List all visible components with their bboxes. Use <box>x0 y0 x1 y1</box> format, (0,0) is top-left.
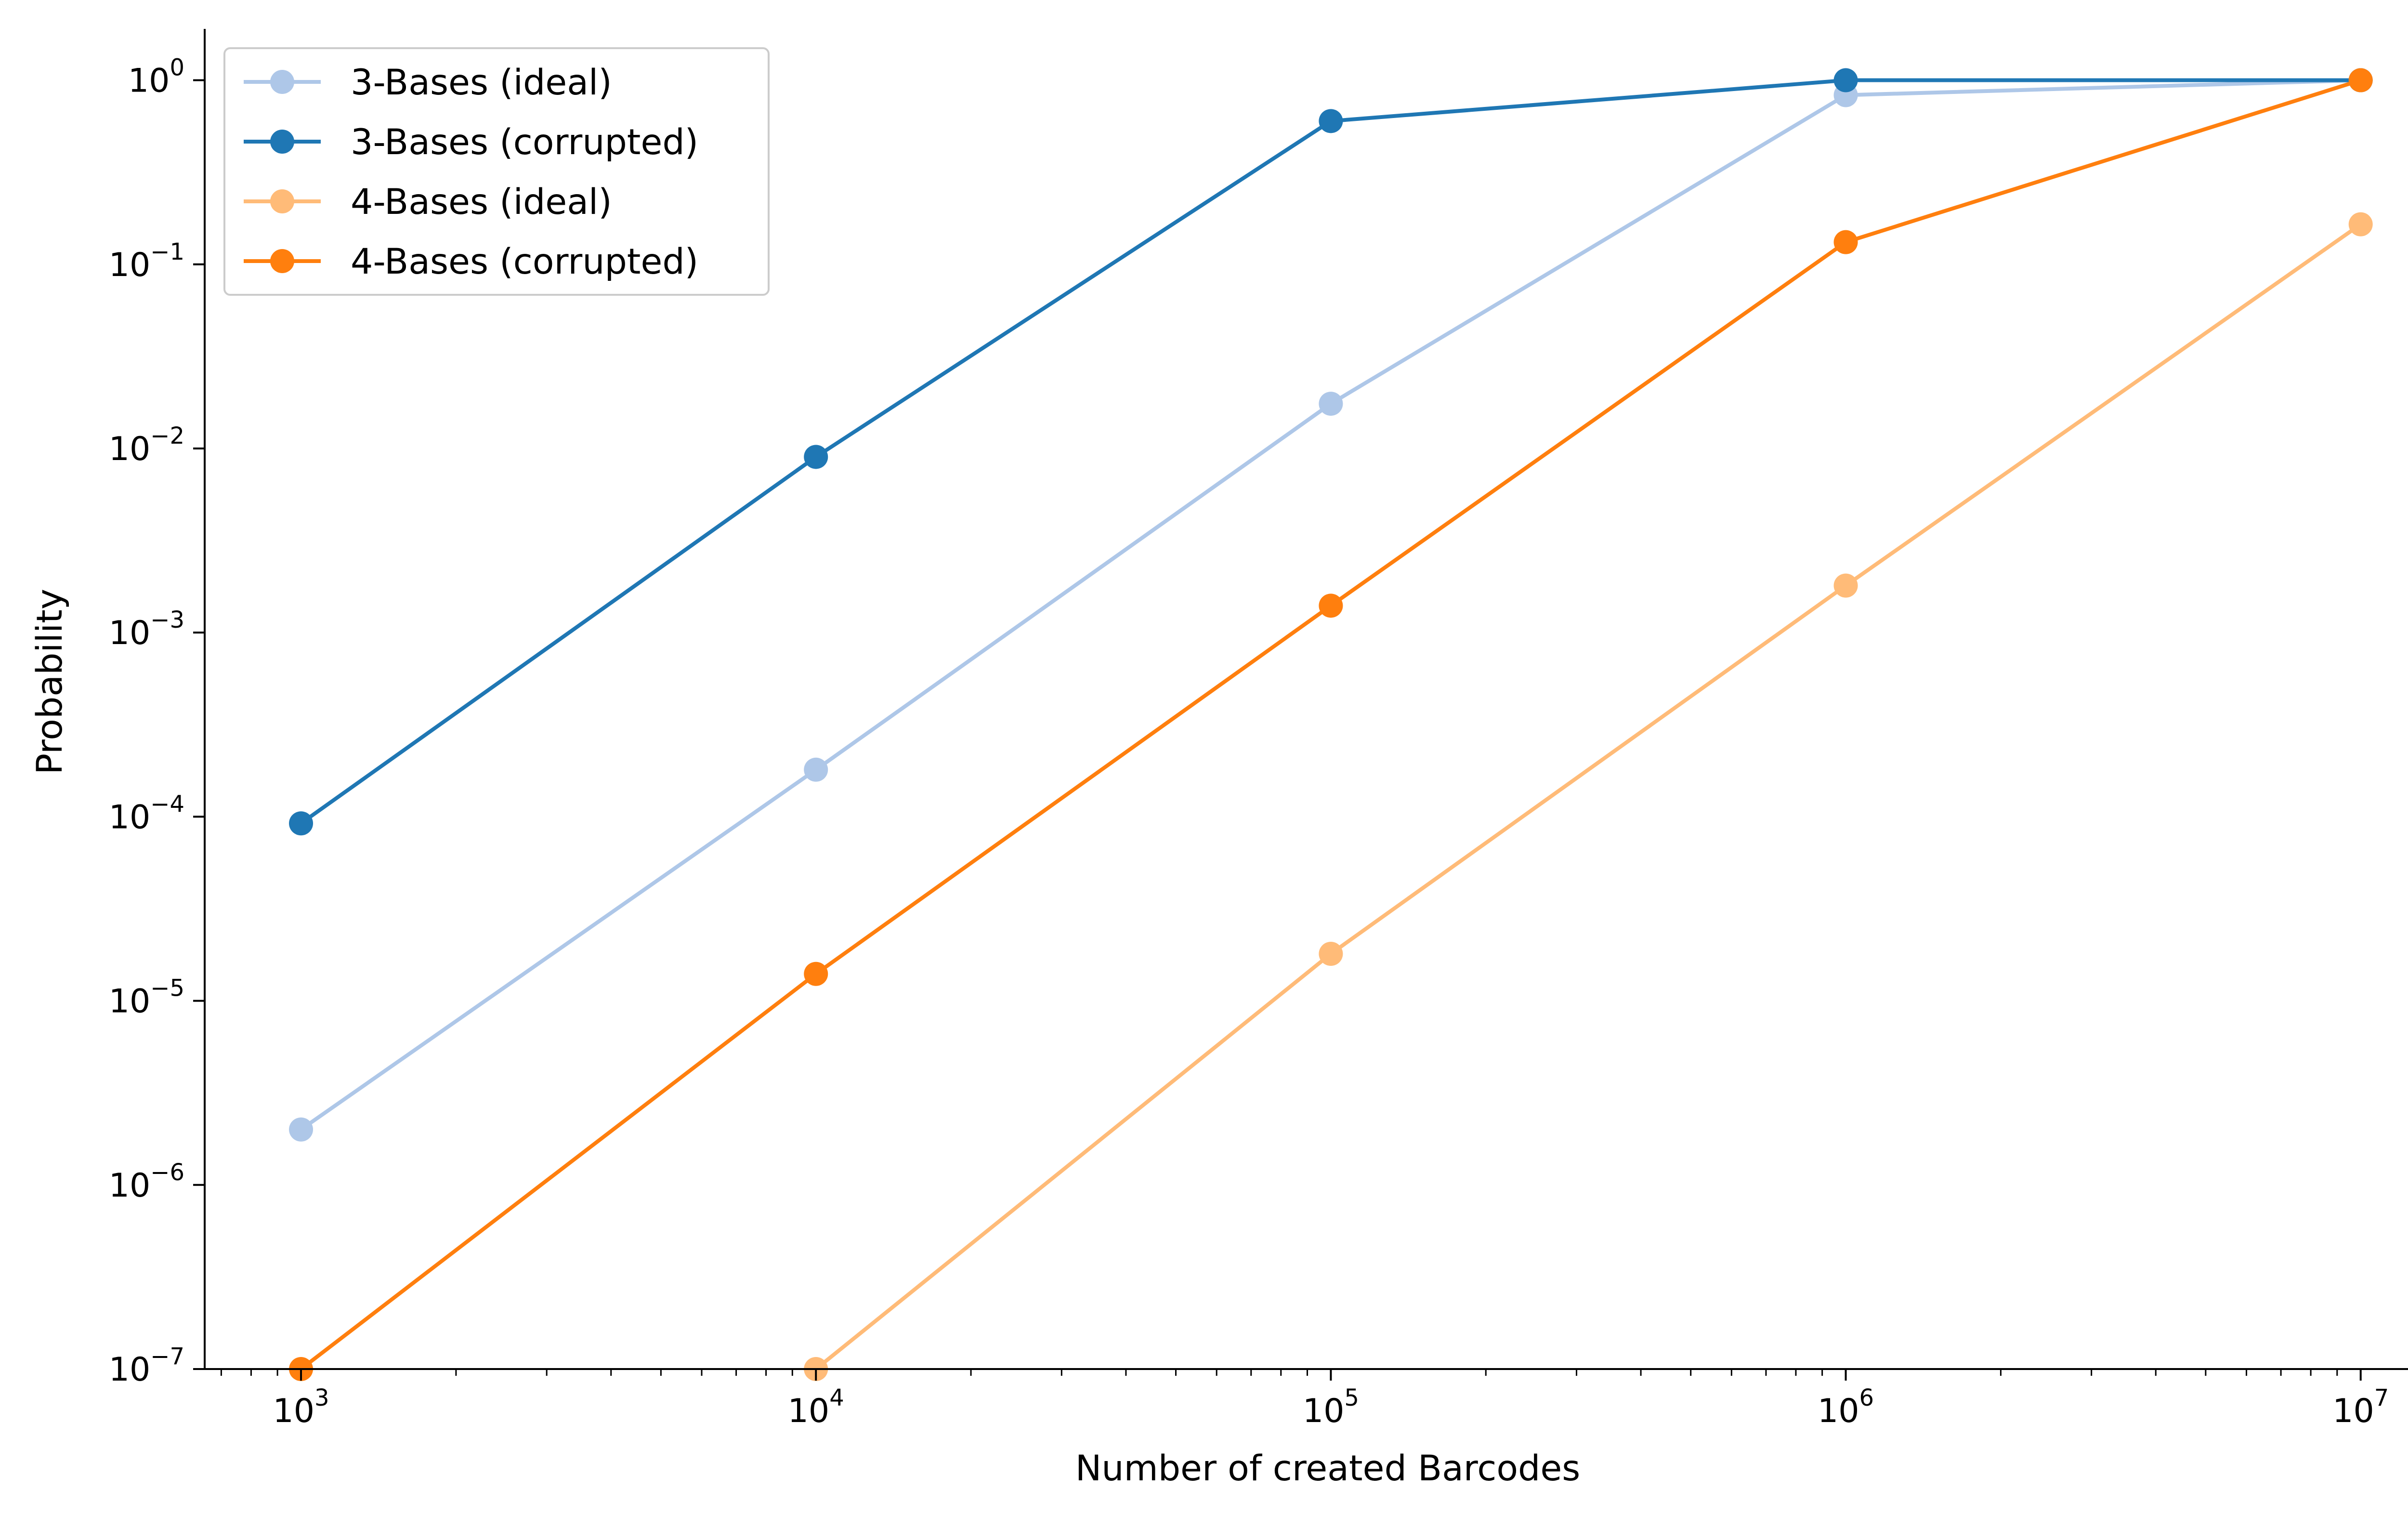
legend-label: 3-Bases (ideal) <box>351 62 612 103</box>
x-tick-label: 105 <box>1303 1384 1359 1430</box>
data-point <box>804 445 828 469</box>
data-point <box>1319 593 1343 618</box>
series-3 <box>289 68 2373 1381</box>
legend-swatch-marker <box>270 130 294 154</box>
data-point <box>1319 392 1343 416</box>
data-point <box>289 1117 314 1142</box>
data-point <box>804 962 828 986</box>
legend-swatch-marker <box>270 70 294 94</box>
x-tick-label: 107 <box>2332 1384 2389 1430</box>
data-point <box>1833 573 1858 598</box>
data-point <box>804 757 828 782</box>
x-axis-label: Number of created Barcodes <box>1075 1448 1581 1489</box>
data-point <box>2348 212 2373 237</box>
data-point <box>1833 230 1858 254</box>
data-point <box>1319 942 1343 966</box>
legend-frame <box>223 47 770 296</box>
x-tick-label: 103 <box>273 1384 329 1430</box>
y-tick-label: 100 <box>128 54 184 100</box>
y-tick-label: 10−1 <box>109 238 184 284</box>
data-point <box>2348 68 2373 92</box>
x-tick-label: 106 <box>1818 1384 1874 1430</box>
legend: 3-Bases (ideal) 3-Bases (corrupted) 4-Base… <box>223 47 770 296</box>
series-line <box>814 223 2362 1371</box>
legend-swatch-marker <box>270 189 294 213</box>
legend-label: 3-Bases (corrupted) <box>351 122 698 163</box>
data-point <box>289 811 314 836</box>
y-axis-label: Probability <box>29 589 70 775</box>
legend-label: 4-Bases (corrupted) <box>351 241 698 282</box>
y-tick-label: 10−7 <box>109 1343 184 1389</box>
plot-marks <box>289 68 2373 1381</box>
y-tick-label: 10−4 <box>109 790 184 836</box>
ticks: 103 104 105 106 107 10−7 10−6 10−5 10−4 10−3 10−2 1… <box>109 54 2389 1430</box>
y-tick-label: 10−6 <box>109 1159 184 1205</box>
legend-label: 4-Bases (ideal) <box>351 182 612 223</box>
data-point <box>1833 68 1858 92</box>
legend-swatch-marker <box>270 249 294 273</box>
axes <box>204 29 2408 1370</box>
y-tick-label: 10−2 <box>109 422 184 468</box>
series-2 <box>804 212 2373 1381</box>
y-tick-label: 10−5 <box>109 975 184 1021</box>
data-point <box>1319 109 1343 133</box>
x-tick-label: 104 <box>788 1384 844 1430</box>
y-tick-label: 10−3 <box>109 606 184 652</box>
